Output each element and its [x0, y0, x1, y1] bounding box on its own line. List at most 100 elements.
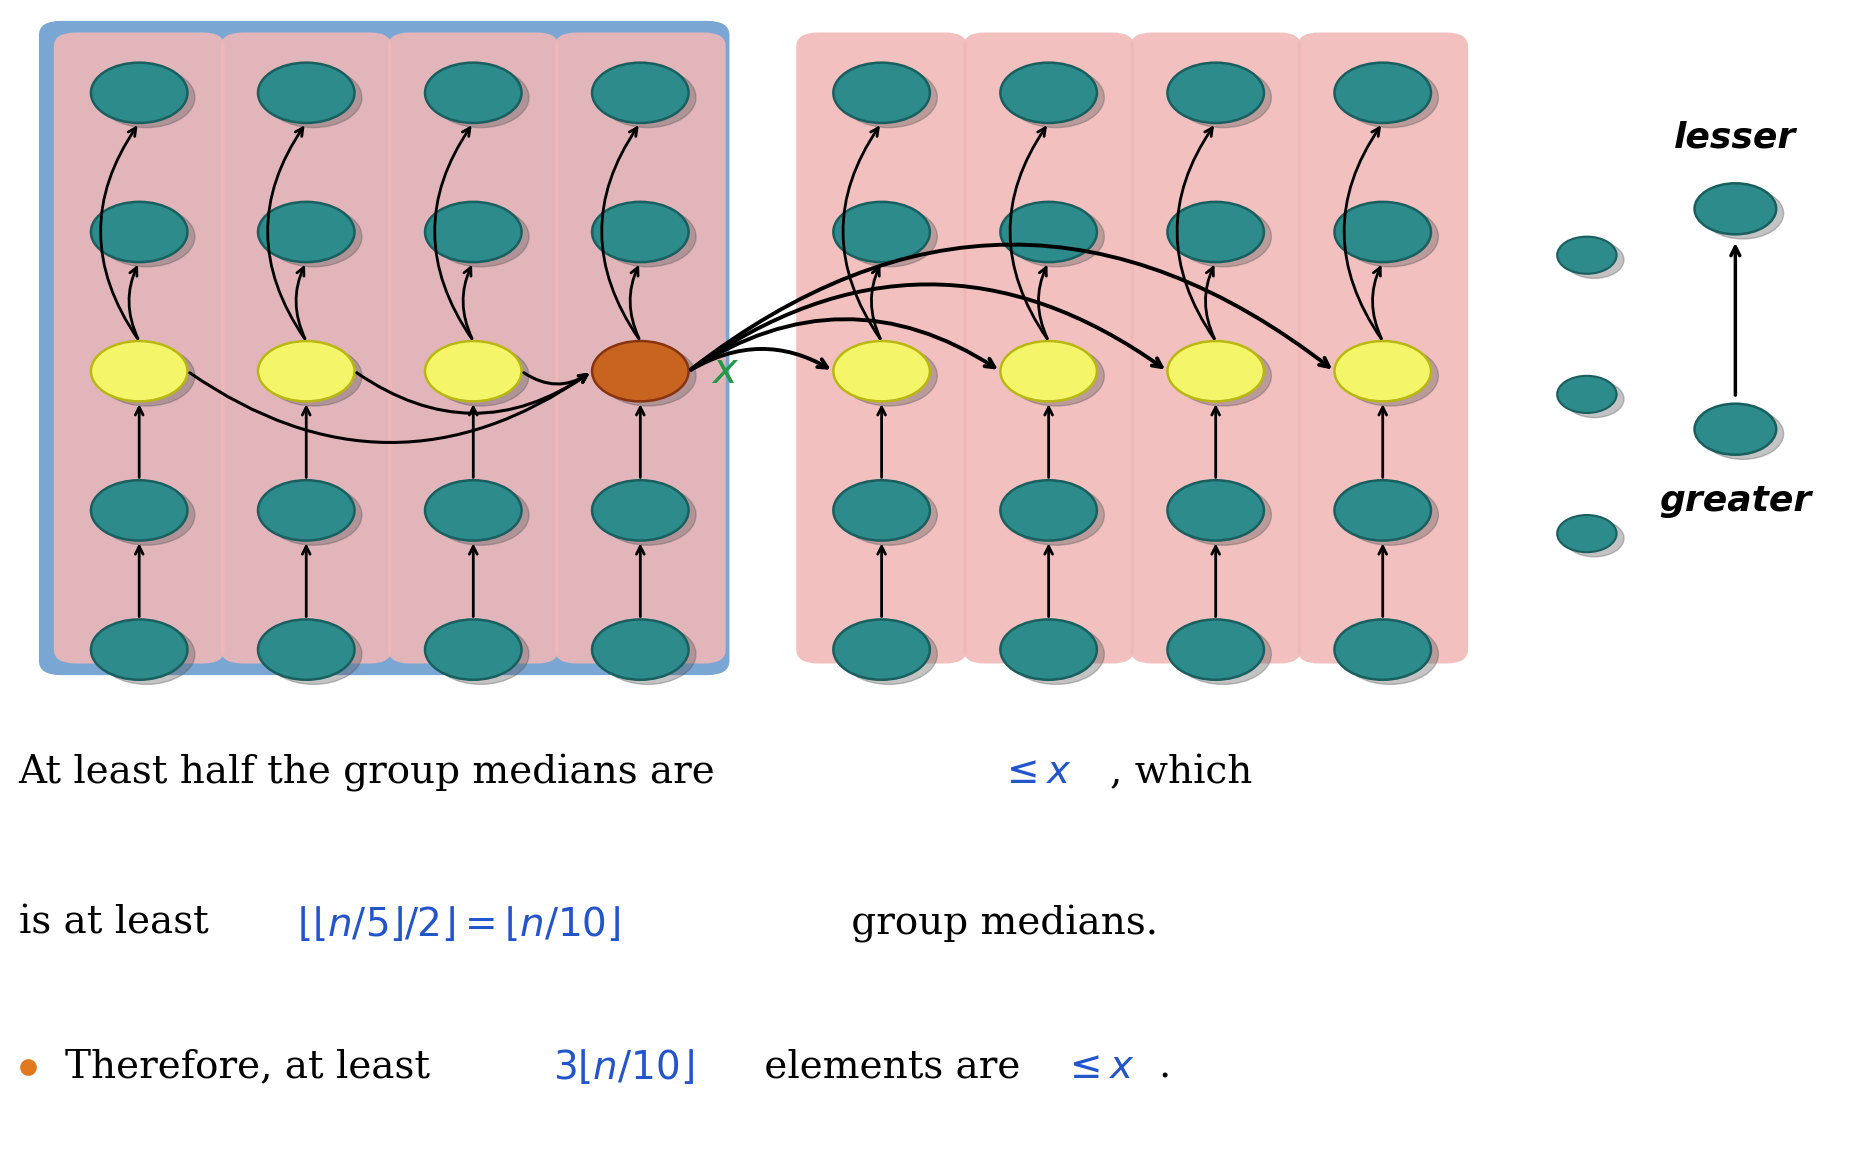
Circle shape: [599, 346, 696, 406]
Circle shape: [1564, 380, 1623, 418]
Circle shape: [840, 485, 937, 545]
Circle shape: [840, 624, 937, 684]
Circle shape: [840, 67, 937, 128]
Circle shape: [265, 485, 362, 545]
Circle shape: [1007, 624, 1104, 684]
Circle shape: [1334, 619, 1430, 680]
Circle shape: [1694, 183, 1775, 234]
Circle shape: [1174, 485, 1271, 545]
Circle shape: [425, 341, 521, 401]
Circle shape: [1334, 480, 1430, 541]
Circle shape: [91, 480, 187, 541]
Circle shape: [1007, 485, 1104, 545]
Text: Therefore, at least: Therefore, at least: [65, 1049, 441, 1086]
Circle shape: [1167, 480, 1263, 541]
Circle shape: [425, 480, 521, 541]
Circle shape: [1000, 619, 1096, 680]
Text: $\leq x$: $\leq x$: [998, 754, 1070, 791]
Circle shape: [1701, 188, 1783, 239]
Circle shape: [1174, 346, 1271, 406]
Circle shape: [91, 202, 187, 262]
Circle shape: [432, 624, 529, 684]
Circle shape: [1341, 346, 1438, 406]
Circle shape: [265, 206, 362, 267]
Circle shape: [1174, 67, 1271, 128]
Circle shape: [91, 341, 187, 401]
Circle shape: [432, 206, 529, 267]
Circle shape: [1174, 624, 1271, 684]
Circle shape: [98, 485, 195, 545]
Circle shape: [432, 346, 529, 406]
Circle shape: [1007, 346, 1104, 406]
FancyBboxPatch shape: [1130, 32, 1300, 664]
FancyBboxPatch shape: [221, 32, 391, 664]
Text: At least half the group medians are: At least half the group medians are: [19, 754, 727, 792]
Circle shape: [592, 619, 688, 680]
Circle shape: [833, 202, 929, 262]
Circle shape: [1556, 237, 1616, 274]
Circle shape: [91, 63, 187, 123]
Circle shape: [1334, 202, 1430, 262]
Circle shape: [1341, 67, 1438, 128]
Circle shape: [1694, 404, 1775, 455]
FancyBboxPatch shape: [555, 32, 725, 664]
Circle shape: [1564, 241, 1623, 278]
Circle shape: [833, 63, 929, 123]
Circle shape: [265, 67, 362, 128]
Circle shape: [1341, 485, 1438, 545]
Circle shape: [599, 485, 696, 545]
Circle shape: [833, 619, 929, 680]
Circle shape: [1334, 341, 1430, 401]
FancyBboxPatch shape: [388, 32, 558, 664]
FancyBboxPatch shape: [963, 32, 1133, 664]
Circle shape: [833, 480, 929, 541]
Text: group medians.: group medians.: [838, 905, 1158, 943]
Circle shape: [833, 341, 929, 401]
Circle shape: [1701, 408, 1783, 459]
Circle shape: [1167, 341, 1263, 401]
Circle shape: [91, 619, 187, 680]
Text: $3\lfloor n/10\rfloor$: $3\lfloor n/10\rfloor$: [553, 1047, 694, 1087]
Text: $\leq x$: $\leq x$: [1061, 1049, 1133, 1086]
Circle shape: [265, 624, 362, 684]
Text: , which: , which: [1109, 754, 1252, 791]
Circle shape: [1334, 63, 1430, 123]
Circle shape: [1000, 341, 1096, 401]
Circle shape: [599, 206, 696, 267]
Circle shape: [98, 206, 195, 267]
Circle shape: [1167, 63, 1263, 123]
Text: $\lfloor\lfloor n/5\rfloor/2\rfloor=\lfloor n/10\rfloor$: $\lfloor\lfloor n/5\rfloor/2\rfloor=\lfl…: [297, 905, 620, 944]
Circle shape: [258, 341, 354, 401]
Circle shape: [1556, 515, 1616, 552]
Circle shape: [599, 624, 696, 684]
Circle shape: [425, 63, 521, 123]
Text: .: .: [1158, 1049, 1171, 1086]
Circle shape: [840, 206, 937, 267]
Circle shape: [592, 480, 688, 541]
Circle shape: [258, 619, 354, 680]
Circle shape: [432, 67, 529, 128]
Circle shape: [1167, 202, 1263, 262]
Circle shape: [1556, 376, 1616, 413]
Circle shape: [258, 63, 354, 123]
Circle shape: [1167, 619, 1263, 680]
Circle shape: [1000, 202, 1096, 262]
Circle shape: [1000, 480, 1096, 541]
Circle shape: [258, 202, 354, 262]
FancyBboxPatch shape: [39, 21, 729, 675]
Circle shape: [98, 346, 195, 406]
Circle shape: [425, 202, 521, 262]
Text: $x$: $x$: [710, 350, 738, 392]
Circle shape: [1000, 63, 1096, 123]
Circle shape: [1007, 206, 1104, 267]
Circle shape: [1341, 624, 1438, 684]
Text: elements are: elements are: [751, 1049, 1031, 1086]
Circle shape: [592, 63, 688, 123]
Circle shape: [98, 67, 195, 128]
Circle shape: [840, 346, 937, 406]
FancyBboxPatch shape: [54, 32, 224, 664]
Circle shape: [1341, 206, 1438, 267]
Circle shape: [592, 202, 688, 262]
Circle shape: [599, 67, 696, 128]
Circle shape: [1007, 67, 1104, 128]
